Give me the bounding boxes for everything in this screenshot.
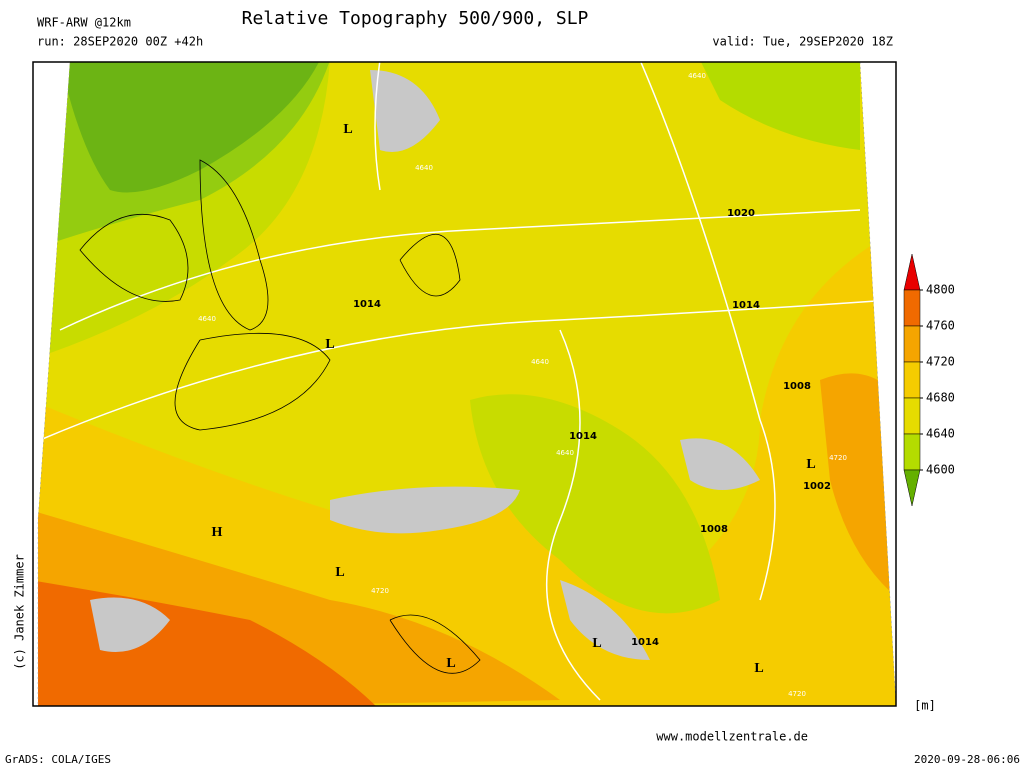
pressure-label: 1014 bbox=[732, 300, 760, 311]
copyright: (c) Janek Zimmer bbox=[13, 554, 27, 670]
run-info: run: 28SEP2020 00Z +42h bbox=[37, 35, 203, 49]
color-legend: 4800 4760 4720 4680 4640 4600 bbox=[903, 253, 955, 507]
height-label: 4640 bbox=[198, 315, 216, 323]
valid-time: valid: Tue, 29SEP2020 18Z bbox=[712, 35, 893, 49]
map-labels: 1020 1014 1014 1014 1008 1008 1002 1014 4640 4640… bbox=[198, 72, 847, 698]
height-label: 4640 bbox=[556, 449, 574, 457]
legend-box bbox=[903, 361, 921, 399]
timestamp: 2020-09-28-06:06 bbox=[914, 753, 1020, 766]
legend-box bbox=[903, 397, 921, 435]
legend-box bbox=[903, 289, 921, 327]
legend-box bbox=[903, 325, 921, 363]
website: www.modellzentrale.de bbox=[656, 730, 808, 744]
software: GrADS: COLA/IGES bbox=[5, 753, 111, 766]
legend-cap bbox=[903, 253, 921, 291]
height-label: 4640 bbox=[531, 358, 549, 366]
pressure-center: L bbox=[754, 661, 763, 676]
pressure-center: L bbox=[806, 457, 815, 472]
pressure-center: L bbox=[446, 656, 455, 671]
height-label: 4640 bbox=[688, 72, 706, 80]
map-title: Relative Topography 500/900, SLP bbox=[242, 8, 589, 29]
map-field bbox=[38, 62, 896, 706]
pressure-label: 1008 bbox=[700, 524, 728, 535]
legend-label: 4640 bbox=[926, 427, 955, 441]
legend-box bbox=[903, 433, 921, 471]
pressure-label: 1008 bbox=[783, 381, 811, 392]
unit: [m] bbox=[914, 699, 936, 713]
height-label: 4720 bbox=[788, 690, 806, 698]
legend-label: 4600 bbox=[926, 463, 955, 477]
pressure-center: H bbox=[212, 525, 223, 540]
pressure-center: L bbox=[325, 337, 334, 352]
legend-label: 4680 bbox=[926, 391, 955, 405]
height-label: 4640 bbox=[415, 164, 433, 172]
pressure-center: L bbox=[343, 122, 352, 137]
legend-cap bbox=[903, 469, 921, 507]
map-frame bbox=[32, 61, 897, 707]
height-label: 4720 bbox=[829, 454, 847, 462]
model-name: WRF-ARW @12km bbox=[37, 16, 131, 30]
height-label: 4720 bbox=[371, 587, 389, 595]
pressure-label: 1014 bbox=[353, 299, 381, 310]
pressure-label: 1002 bbox=[803, 481, 831, 492]
legend-label: 4720 bbox=[926, 355, 955, 369]
pressure-label: 1020 bbox=[727, 208, 755, 219]
pressure-center: L bbox=[335, 565, 344, 580]
legend-label: 4760 bbox=[926, 319, 955, 333]
pressure-label: 1014 bbox=[631, 637, 659, 648]
pressure-label: 1014 bbox=[569, 431, 597, 442]
legend-label: 4800 bbox=[926, 283, 955, 297]
pressure-center: L bbox=[592, 636, 601, 651]
